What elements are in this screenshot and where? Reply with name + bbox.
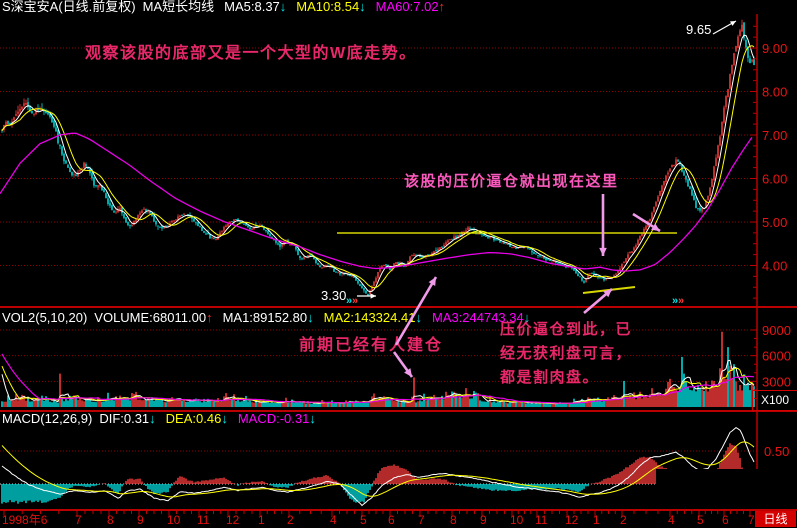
svg-text:10: 10 [510, 513, 524, 527]
volume-ma2-value: MA2:143324.41 [323, 310, 416, 325]
svg-text:6000: 6000 [762, 349, 791, 364]
svg-text:7: 7 [748, 513, 755, 527]
volume-bars [1, 331, 755, 407]
svg-text:12: 12 [226, 513, 240, 527]
event-markers: »»»» [346, 295, 684, 307]
svg-text:1: 1 [593, 513, 600, 527]
annotation-early-position: 前期已经有人建仓 [299, 337, 444, 354]
svg-text:4: 4 [668, 513, 675, 527]
svg-text:8.00: 8.00 [762, 85, 787, 100]
macd-down-arrow-icon: ↓ [309, 411, 316, 426]
axis-labels: 9.00 8.00 7.00 6.00 5.00 4.00 9000 6000 3000 [762, 41, 791, 389]
dea-down-arrow-icon: ↓ [221, 411, 228, 426]
svg-text:9: 9 [480, 513, 487, 527]
annotation-squeeze-done-line2: 经无获利盘可言， [500, 345, 633, 362]
annotation-squeeze-done: 压价逼仓到此，已 经无获利盘可言， 都是割肉盘。 [500, 318, 632, 390]
macd-header: MACD(12,26,9) DIF:0.31↓ DEA:0.46↓ MACD:-0.3… [2, 412, 316, 426]
ma60-value: MA60:7.02 [375, 0, 439, 14]
svg-text:11: 11 [197, 513, 210, 527]
title-bar: S深宝安A(日线.前复权) MA短长均线 MA5:8.37↓ MA10:8.54↓ MA… [2, 0, 445, 14]
volume-value: VOLUME:68011.00 [94, 310, 207, 325]
ma5-down-arrow-icon: ↓ [279, 0, 287, 14]
indicator-name: MA短长均线 [142, 0, 215, 14]
macd-axis-label: 0.50 [764, 444, 790, 459]
svg-text:4.00: 4.00 [762, 259, 787, 274]
volume-formula: VOL2(5,10,20) [2, 310, 88, 325]
high-price-label: 9.65 [686, 22, 712, 37]
annotation-w-bottom: 观察该股的底部又是一个大型的W底走势。 [85, 45, 417, 62]
macd-formula: MACD(12,26,9) [2, 411, 93, 426]
svg-text:9: 9 [137, 513, 144, 527]
svg-text:3000: 3000 [762, 374, 791, 389]
volume-header: VOL2(5,10,20) VOLUME:68011.00↑ MA1:89152.8… [2, 311, 530, 325]
svg-text:5: 5 [360, 513, 367, 527]
svg-text:5: 5 [697, 513, 704, 527]
svg-text:7.00: 7.00 [762, 128, 787, 143]
macd-value: MACD:-0.31 [237, 411, 310, 426]
volume-ma3-down-arrow-icon: ↓ [523, 310, 531, 325]
ma10-value: MA10:8.54 [296, 0, 360, 14]
ma5-value: MA5:8.37 [224, 0, 280, 14]
svg-text:1998年6: 1998年6 [2, 513, 48, 527]
low-price-label: 3.30 [321, 288, 347, 303]
macd-blank-patch [656, 469, 797, 510]
svg-text:2: 2 [620, 513, 627, 527]
svg-text:7: 7 [75, 513, 82, 527]
dif-value: DIF:0.31 [99, 411, 150, 426]
svg-text:»: » [352, 295, 358, 307]
svg-text:»: » [672, 295, 678, 307]
volume-ma2-down-arrow-icon: ↓ [415, 310, 422, 325]
svg-text:6.00: 6.00 [762, 172, 787, 187]
annotation-squeeze-here: 该股的压价逼仓就出现在这里 [404, 173, 619, 190]
volume-ma-lines [1, 353, 755, 405]
moving-averages [0, 34, 755, 293]
price-axis [750, 14, 758, 509]
svg-text:5.00: 5.00 [762, 215, 787, 230]
svg-text:9000: 9000 [762, 323, 791, 338]
time-axis: 1998年6 7 8 9 10 11 12 1 2 4 5 6 7 8 9 10 11 12 1 2 4 5 6 7 [2, 511, 755, 527]
period-daily-badge[interactable]: 日线 [755, 511, 796, 527]
annotation-squeeze-done-line1: 压价逼仓到此，已 [500, 321, 633, 338]
annotation-squeeze-done-line3: 都是割肉盘。 [500, 369, 600, 386]
dif-down-arrow-icon: ↓ [149, 411, 156, 426]
annotation-arrows [357, 20, 737, 378]
dea-value: DEA:0.46 [165, 411, 222, 426]
pane-separators [0, 306, 797, 511]
macd-lines [1, 426, 755, 507]
svg-text:8: 8 [107, 513, 114, 527]
svg-text:»: » [346, 295, 352, 307]
svg-text:6: 6 [722, 513, 729, 527]
svg-text:»: » [678, 295, 684, 307]
svg-text:9.00: 9.00 [762, 41, 787, 56]
svg-text:4: 4 [330, 513, 337, 527]
ma10-down-arrow-icon: ↓ [359, 0, 366, 14]
volume-up-arrow-icon: ↑ [206, 310, 213, 325]
svg-text:6: 6 [388, 513, 395, 527]
svg-text:8: 8 [450, 513, 457, 527]
ma60-up-arrow-icon: ↑ [438, 0, 446, 14]
svg-text:11: 11 [535, 513, 548, 527]
volume-ma3-value: MA3:244743.34 [431, 310, 524, 325]
volume-ma1-down-arrow-icon: ↓ [307, 310, 314, 325]
svg-text:7: 7 [418, 513, 425, 527]
svg-text:1: 1 [258, 513, 265, 527]
volume-ma1-value: MA1:89152.80 [222, 310, 308, 325]
svg-text:12: 12 [565, 513, 579, 527]
volume-unit-badge: X100 [752, 390, 797, 411]
svg-text:10: 10 [167, 513, 181, 527]
svg-text:2: 2 [287, 513, 294, 527]
stock-symbol: S深宝安A(日线.前复权) [2, 0, 136, 14]
